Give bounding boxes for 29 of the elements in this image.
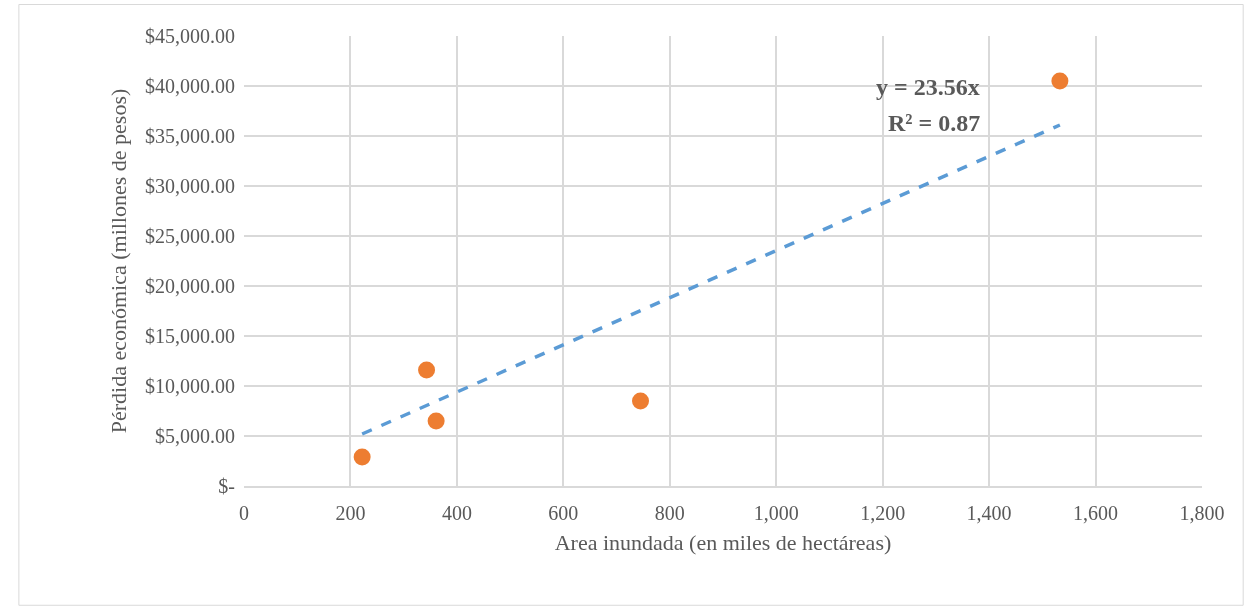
y-tick-label: $15,000.00 — [145, 325, 235, 347]
y-tick-label: $10,000.00 — [145, 375, 235, 397]
x-tick-label: 200 — [335, 501, 366, 524]
x-tick-label: 1,600 — [1073, 501, 1119, 524]
x-tick-label: 1,400 — [966, 501, 1012, 524]
point — [427, 412, 445, 430]
point — [353, 448, 371, 466]
annotation: y = 23.56x — [876, 74, 980, 100]
x-tick-label: 0 — [239, 501, 249, 524]
x-tick-label: 600 — [548, 501, 579, 524]
x-tick-label: 1,000 — [753, 501, 799, 524]
y-tick-label: $20,000.00 — [145, 275, 235, 297]
y-tick-label: $5,000.00 — [155, 425, 235, 447]
point — [1051, 72, 1069, 90]
y-tick-label: $40,000.00 — [145, 75, 235, 97]
x-tick-label: 1,200 — [860, 501, 906, 524]
point — [418, 361, 436, 379]
y-tick-label: $- — [218, 475, 235, 497]
x-tick-label: 800 — [654, 501, 685, 524]
x-tick-label: 400 — [441, 501, 472, 524]
point — [632, 392, 650, 410]
y-tick-label: $35,000.00 — [145, 125, 235, 147]
y-tick-label: $25,000.00 — [145, 225, 235, 247]
annotation: R² = 0.87 — [888, 110, 981, 136]
y-axis-title: Pérdida económica (millones de pesos) — [105, 88, 131, 434]
x-axis-title: Area inundada (en miles de hectáreas) — [554, 530, 892, 556]
x-tick-label: 1,800 — [1179, 501, 1225, 524]
y-tick-label: $30,000.00 — [145, 175, 235, 197]
y-tick-label: $45,000.00 — [145, 25, 235, 47]
